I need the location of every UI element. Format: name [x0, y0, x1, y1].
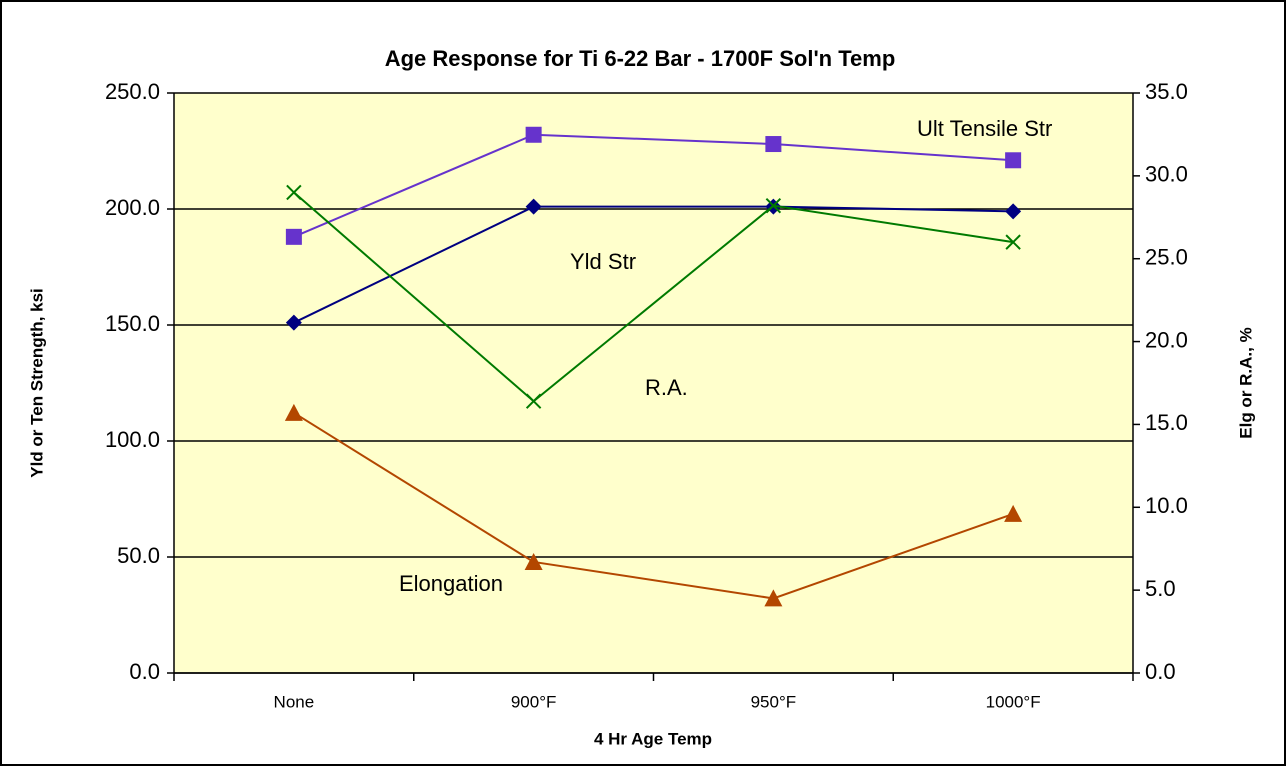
point — [1005, 203, 1022, 220]
series-line — [293, 205, 1014, 324]
series-line — [293, 133, 1014, 238]
x-tick-label: 1000°F — [986, 692, 1041, 711]
x-tick-label: 950°F — [751, 692, 797, 711]
y2-tick-label: 25.0 — [1145, 245, 1188, 270]
point — [286, 184, 302, 201]
point — [1005, 234, 1021, 250]
point — [285, 228, 302, 245]
point — [765, 136, 782, 153]
x-axis-title: 4 Hr Age Temp — [594, 729, 712, 748]
series-line — [293, 191, 1014, 403]
plot-area — [174, 93, 1133, 673]
x-tick-label: None — [274, 692, 315, 711]
y2-tick-label: 0.0 — [1145, 659, 1176, 684]
series-line — [293, 411, 1014, 600]
y2-axis-title: Elg or R.A., % — [1236, 327, 1255, 438]
y2-tick-label: 10.0 — [1145, 493, 1188, 518]
y-tick-label: 100.0 — [105, 427, 160, 452]
y2-tick-label: 35.0 — [1145, 79, 1188, 104]
y-tick-label: 0.0 — [129, 659, 160, 684]
point — [764, 589, 783, 607]
y2-tick-label: 20.0 — [1145, 327, 1188, 352]
point — [1005, 152, 1022, 169]
series-label: Yld Str — [570, 249, 636, 274]
point — [525, 198, 542, 215]
y2-tick-label: 30.0 — [1145, 162, 1188, 187]
point — [765, 197, 782, 214]
point — [525, 393, 542, 409]
y-tick-label: 200.0 — [105, 195, 160, 220]
series-label: Ult Tensile Str — [917, 116, 1052, 141]
y-tick-label: 250.0 — [105, 79, 160, 104]
point — [284, 403, 303, 421]
y2-tick-label: 5.0 — [1145, 576, 1176, 601]
point — [524, 552, 543, 570]
chart-title: Age Response for Ti 6-22 Bar - 1700F Sol… — [385, 46, 896, 71]
point — [525, 126, 542, 143]
y-axis-title: Yld or Ten Strength, ksi — [27, 288, 46, 478]
y-tick-label: 150.0 — [105, 311, 160, 336]
series-label: Elongation — [399, 571, 503, 596]
y2-tick-label: 15.0 — [1145, 410, 1188, 435]
y-tick-label: 50.0 — [117, 543, 160, 568]
x-tick-label: 900°F — [511, 692, 557, 711]
series-label: R.A. — [645, 375, 688, 400]
point — [285, 314, 302, 331]
point — [1004, 504, 1023, 522]
